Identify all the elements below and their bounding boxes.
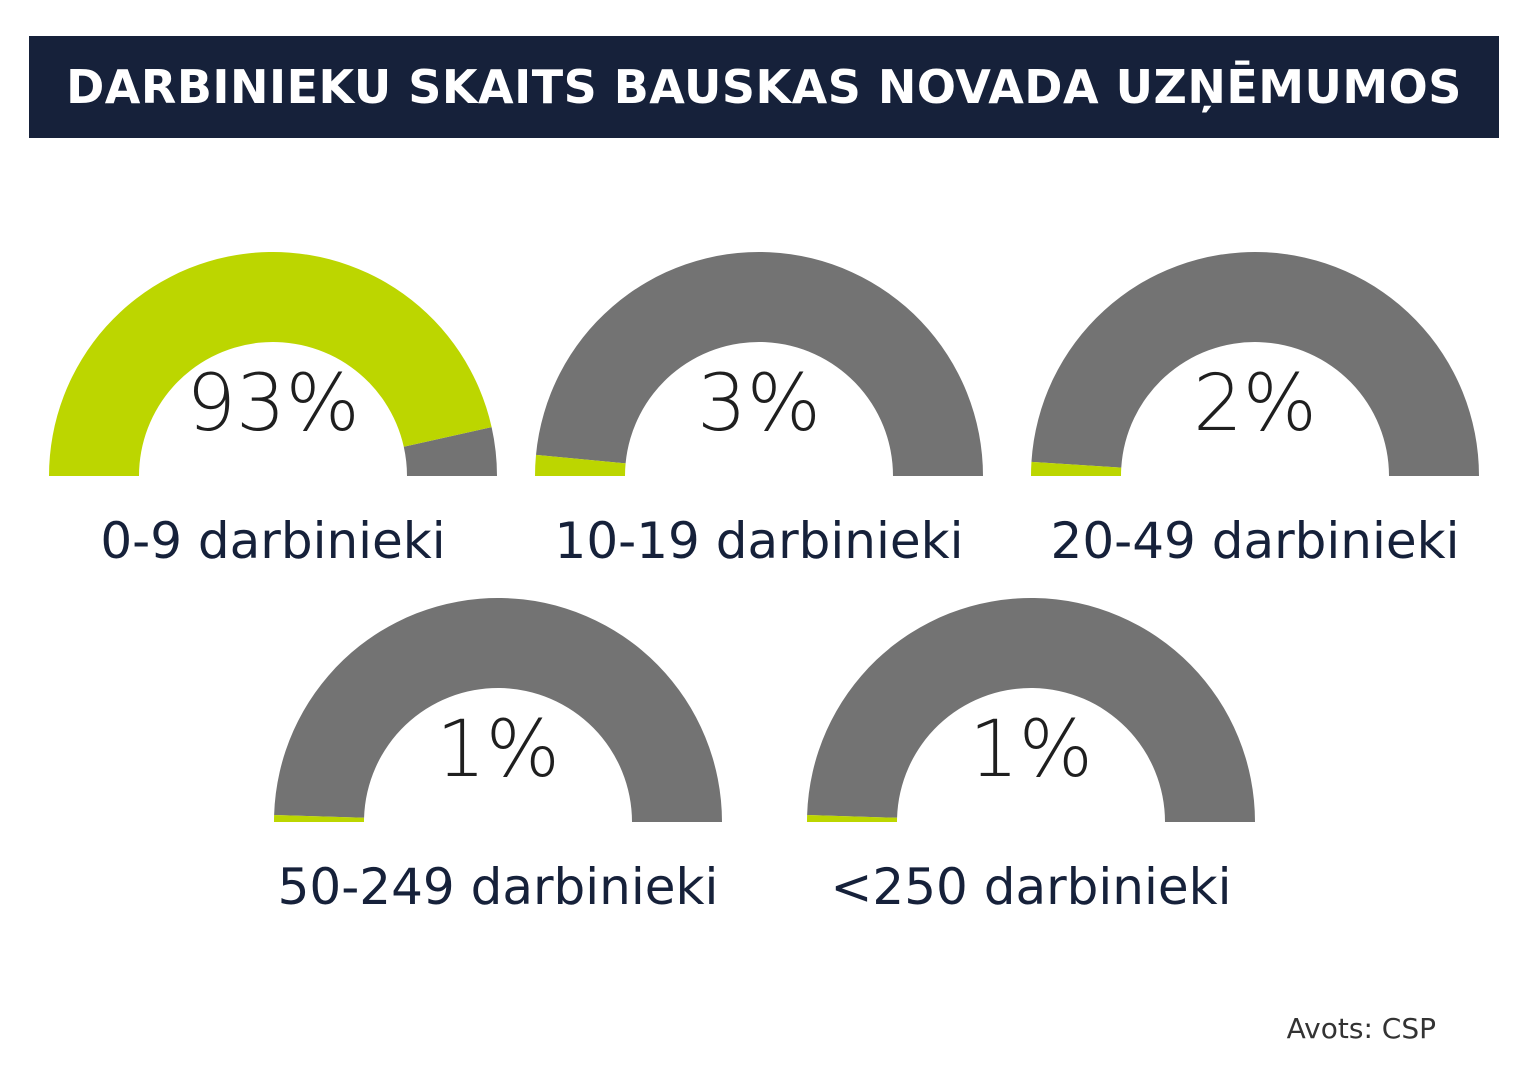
gauge-value-arc-3 xyxy=(1031,461,1122,476)
gauge-5: 1% <250 darbinieki xyxy=(807,598,1255,916)
chart-title: DARBINIEKU SKAITS BAUSKAS NOVADA UZŅĒMUM… xyxy=(66,60,1462,114)
gauge-value-label-1: 93% xyxy=(186,359,359,449)
gauge-category-label-4: 50-249 darbinieki xyxy=(278,858,719,916)
gauge-2: 3% 10-19 darbinieki xyxy=(535,252,983,570)
gauge-track-4 xyxy=(274,597,722,822)
gauge-track-3 xyxy=(1031,251,1479,476)
gauge-category-label-5: <250 darbinieki xyxy=(831,858,1232,916)
gauge-category-label-1: 0-9 darbinieki xyxy=(100,512,445,570)
gauge-value-label-2: 3% xyxy=(697,359,821,449)
gauge-value-label-4: 1% xyxy=(436,705,560,795)
gauge-4: 1% 50-249 darbinieki xyxy=(274,597,722,916)
gauge-value-label-3: 2% xyxy=(1193,359,1317,449)
gauge-track-1 xyxy=(403,427,497,476)
title-bar: DARBINIEKU SKAITS BAUSKAS NOVADA UZŅĒMUM… xyxy=(29,36,1499,138)
gauge-value-arc-4 xyxy=(274,814,365,822)
gauge-value-arc-2 xyxy=(535,454,626,476)
gauge-track-5 xyxy=(807,598,1255,822)
gauge-value-label-5: 1% xyxy=(969,705,1093,795)
gauge-value-arc-5 xyxy=(807,814,898,822)
gauge-track-2 xyxy=(535,252,983,476)
gauge-3: 2% 20-49 darbinieki xyxy=(1031,251,1479,570)
gauge-category-label-2: 10-19 darbinieki xyxy=(555,512,964,570)
gauge-category-label-3: 20-49 darbinieki xyxy=(1051,512,1460,570)
source-note: Avots: CSP xyxy=(1286,1012,1436,1045)
gauge-1: 93% 0-9 darbinieki xyxy=(49,251,497,570)
gauge-value-arc-1 xyxy=(49,251,492,476)
